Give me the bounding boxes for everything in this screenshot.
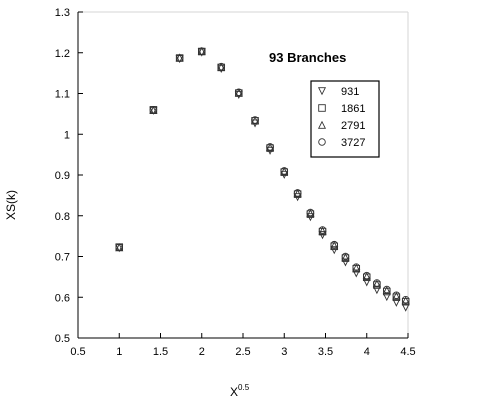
point-3727	[401, 295, 410, 304]
point-3727	[306, 208, 315, 217]
y-tick-label: 0.8	[55, 211, 70, 223]
x-tick-label: 4.5	[400, 346, 415, 358]
point-3727	[363, 271, 371, 280]
legend-marker-1861	[318, 104, 326, 112]
point-3727	[197, 47, 206, 55]
point-3727	[373, 279, 381, 287]
x-tick-label: 4	[364, 346, 370, 358]
y-tick-label: 0.9	[55, 170, 70, 182]
point-931	[175, 55, 184, 64]
point-3727	[251, 116, 259, 124]
legend-marker-2791	[317, 120, 327, 129]
point-3727	[392, 291, 401, 299]
point-931	[341, 258, 350, 267]
y-axis-label: XS(k)	[4, 190, 18, 220]
y-tick-label: 1.2	[55, 48, 70, 60]
point-3727	[280, 167, 289, 175]
y-tick-label: 0.7	[55, 252, 70, 264]
x-tick-label: 3.5	[318, 346, 333, 358]
data-points	[115, 46, 410, 312]
y-tick-label: 1.1	[55, 89, 70, 101]
point-2791	[306, 208, 315, 218]
point-3727	[175, 54, 184, 62]
point-2791	[372, 279, 381, 288]
point-931	[372, 286, 381, 295]
y-tick-label: 1	[64, 129, 70, 141]
point-3727	[341, 252, 350, 261]
point-2791	[362, 272, 371, 281]
point-3727	[217, 62, 225, 71]
point-1861	[383, 287, 391, 296]
x-tick-label: 1.5	[153, 346, 168, 358]
legend-label-2791: 2791	[341, 120, 365, 132]
point-3727	[330, 240, 338, 249]
point-1861	[373, 281, 381, 289]
point-3727	[266, 143, 274, 151]
point-2791	[330, 241, 339, 250]
point-1861	[401, 297, 410, 306]
legend-marker-931	[317, 87, 327, 96]
point-2791	[382, 286, 391, 295]
point-3727	[318, 226, 327, 234]
point-3727	[149, 106, 158, 114]
point-2791	[341, 253, 350, 262]
point-931	[217, 64, 226, 73]
point-931	[352, 269, 361, 278]
x-axis-label: X0.5	[230, 383, 250, 399]
y-tick-label: 0.5	[55, 333, 70, 345]
point-3727	[235, 88, 243, 97]
x-tick-label: 2	[199, 346, 205, 358]
point-3727	[352, 263, 361, 271]
y-tick-label: 1.3	[55, 7, 70, 19]
x-tick-label: 0.5	[70, 346, 85, 358]
legend: 931 1861 2791 3727	[310, 80, 380, 158]
point-3727	[293, 189, 302, 197]
legend-marker-3727	[318, 138, 326, 146]
point-3727	[115, 243, 123, 251]
annotation-branches: 93 Branches	[269, 50, 346, 65]
legend-label-1861: 1861	[341, 103, 365, 115]
point-2791	[352, 263, 361, 272]
x-tick-label: 1	[116, 346, 122, 358]
legend-label-931: 931	[341, 86, 359, 98]
axes	[77, 11, 409, 339]
y-tick-label: 0.6	[55, 292, 70, 304]
x-tick-label: 3	[281, 346, 287, 358]
x-axis-label-base: X	[230, 385, 238, 399]
x-axis-label-superscript: 0.5	[238, 383, 250, 392]
point-2791	[318, 226, 327, 235]
point-2791	[392, 291, 401, 300]
point-931	[197, 48, 206, 57]
point-1861	[392, 293, 401, 302]
point-931	[234, 90, 243, 100]
legend-label-3727: 3727	[341, 137, 365, 149]
ticks: 0.5 1 1.5 2 2.5 3 3.5 4 4.5 0.5 0.6 0.7 0.8 0.9 1 1.1 1.…	[55, 7, 416, 358]
x-tick-label: 2.5	[235, 346, 250, 358]
point-2791	[401, 296, 410, 305]
point-3727	[383, 285, 391, 294]
